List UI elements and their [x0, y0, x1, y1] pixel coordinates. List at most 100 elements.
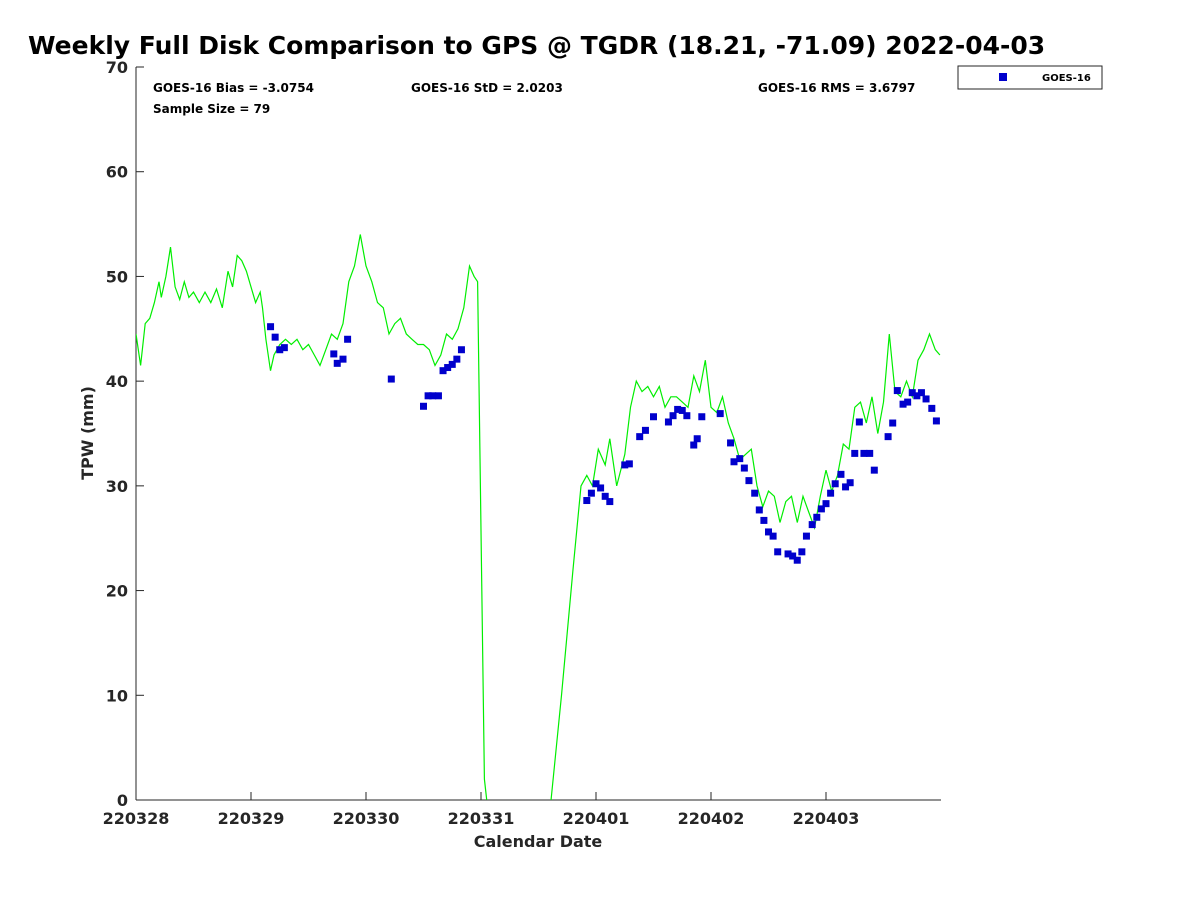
data-point-goes-16	[822, 500, 830, 508]
data-point-goes-16	[913, 392, 921, 400]
data-point-goes-16	[434, 392, 442, 400]
data-point-goes-16	[727, 439, 735, 447]
data-point-goes-16	[333, 359, 341, 367]
data-point-goes-16	[669, 412, 677, 420]
data-point-goes-16	[271, 333, 279, 341]
data-point-goes-16	[641, 426, 649, 434]
data-point-goes-16	[736, 455, 744, 463]
data-point-goes-16	[817, 505, 825, 513]
data-point-goes-16	[693, 435, 701, 443]
data-point-goes-16	[789, 552, 797, 560]
y-tick-label: 60	[106, 163, 128, 182]
data-point-goes-16	[899, 400, 907, 408]
data-point-goes-16	[601, 492, 609, 500]
data-point-goes-16	[698, 413, 706, 421]
data-point-goes-16	[420, 402, 427, 410]
sample-size-stat: Sample Size = 79	[153, 102, 270, 116]
y-tick-label: 0	[117, 791, 128, 810]
data-point-goes-16	[893, 387, 901, 395]
x-tick-label: 220328	[103, 809, 170, 828]
data-point-goes-16	[751, 489, 759, 497]
data-point-goes-16	[664, 418, 672, 426]
y-tick-label: 10	[106, 686, 128, 705]
legend: GOES-16	[957, 65, 1103, 90]
data-point-goes-16	[908, 389, 916, 397]
bias-stat: GOES-16 Bias = -3.0754	[153, 81, 314, 95]
legend-marker-goes16	[999, 73, 1007, 81]
data-point-goes-16	[798, 548, 806, 556]
legend-box	[957, 65, 1103, 90]
data-point-goes-16	[813, 513, 821, 521]
data-point-goes-16	[267, 323, 275, 331]
data-point-goes-16	[448, 360, 456, 368]
data-point-goes-16	[846, 479, 854, 487]
data-point-goes-16	[276, 346, 284, 354]
data-point-goes-16	[855, 418, 863, 426]
data-point-goes-16	[339, 355, 347, 363]
plot-area: 0 10 20 30 40 50 60 70 220328 220329 220330 220331…	[103, 58, 941, 828]
y-axis-label: TPW (mm)	[78, 386, 97, 480]
y-tick-label: 20	[106, 582, 128, 601]
data-point-goes-16	[444, 364, 452, 372]
chart-title: Weekly Full Disk Comparison to GPS @ TGD…	[28, 31, 1045, 60]
data-point-goes-16	[866, 449, 874, 457]
x-tick-label: 220331	[448, 809, 515, 828]
data-point-goes-16	[730, 458, 738, 466]
data-point-goes-16	[344, 335, 352, 343]
y-tick-label: 70	[106, 58, 128, 77]
data-point-goes-16	[650, 413, 657, 421]
data-point-goes-16	[860, 449, 868, 457]
data-point-goes-16	[587, 489, 595, 497]
data-point-goes-16	[769, 532, 777, 540]
data-point-goes-16	[457, 346, 465, 354]
y-tick-label: 50	[106, 267, 128, 286]
data-point-goes-16	[621, 461, 629, 469]
data-point-goes-16	[439, 367, 447, 375]
rms-stat: GOES-16 RMS = 3.6797	[758, 81, 915, 95]
data-point-goes-16	[851, 449, 859, 457]
data-point-goes-16	[429, 392, 437, 400]
data-point-goes-16	[683, 412, 691, 420]
data-point-goes-16	[592, 480, 600, 488]
data-point-goes-16	[330, 350, 338, 358]
data-point-goes-16	[678, 406, 686, 414]
data-point-goes-16	[774, 548, 782, 556]
data-point-goes-16	[760, 516, 768, 524]
data-point-goes-16	[932, 417, 940, 425]
data-point-goes-16	[889, 419, 897, 427]
data-point-goes-16	[917, 389, 925, 397]
y-tick-label: 40	[106, 372, 128, 391]
data-point-goes-16	[755, 506, 763, 514]
x-tick-label: 220402	[678, 809, 745, 828]
data-point-goes-16	[765, 528, 772, 536]
legend-label-goes16: GOES-16	[1042, 73, 1091, 84]
data-point-goes-16	[690, 441, 698, 449]
x-tick-label: 220329	[218, 809, 285, 828]
data-point-goes-16	[793, 556, 801, 564]
y-tick-label: 30	[106, 477, 128, 496]
data-point-goes-16	[740, 464, 748, 472]
data-point-goes-16	[827, 489, 835, 497]
x-tick-label: 220401	[563, 809, 630, 828]
data-point-goes-16	[904, 398, 912, 406]
data-point-goes-16	[837, 470, 845, 478]
data-point-goes-16	[597, 484, 605, 492]
data-point-goes-16	[745, 477, 753, 485]
plot-frame	[136, 67, 941, 800]
data-point-goes-16	[583, 497, 591, 505]
data-point-goes-16	[453, 355, 461, 363]
series-layer	[136, 234, 941, 800]
data-point-goes-16	[922, 395, 930, 403]
x-ticks: 220328 220329 220330 220331 220401 220402 2204…	[103, 792, 859, 828]
data-point-goes-16	[674, 405, 682, 413]
data-point-goes-16	[606, 498, 614, 506]
data-point-goes-16	[808, 521, 816, 529]
data-point-goes-16	[636, 433, 644, 441]
y-ticks: 0 10 20 30 40 50 60 70	[106, 58, 144, 810]
series-line-gps	[136, 234, 941, 800]
data-point-goes-16	[784, 550, 792, 558]
data-point-goes-16	[842, 483, 850, 491]
data-point-goes-16	[387, 375, 395, 383]
data-point-goes-16	[625, 460, 633, 468]
